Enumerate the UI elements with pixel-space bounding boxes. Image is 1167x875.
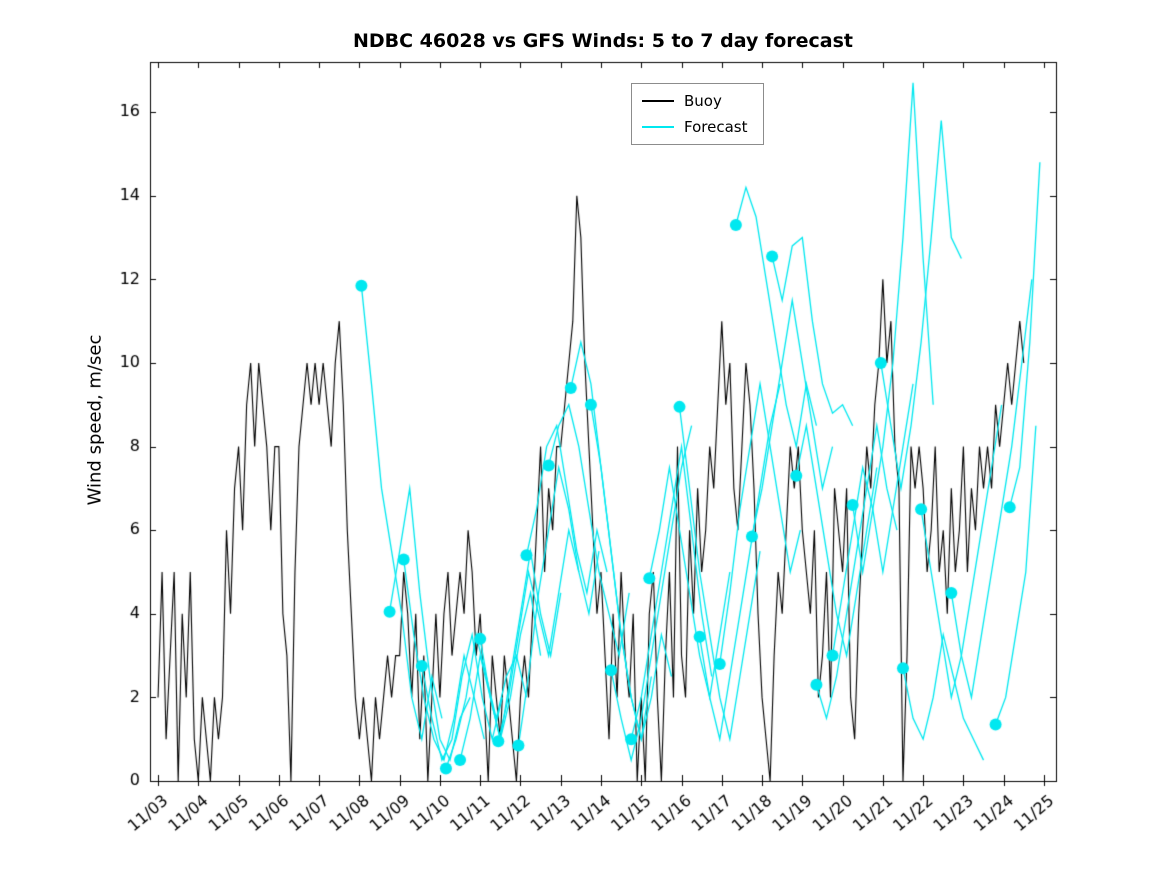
y-axis-label: Wind speed, m/sec (84, 334, 106, 506)
legend-item-buoy: Buoy (642, 91, 747, 111)
forecast-line-swatch (642, 126, 674, 128)
chart-title: NDBC 46028 vs GFS Winds: 5 to 7 day fore… (352, 30, 854, 52)
legend-label-forecast: Forecast (684, 118, 748, 136)
legend: Buoy Forecast (631, 83, 765, 145)
legend-label-buoy: Buoy (684, 92, 722, 110)
buoy-line-swatch (642, 100, 674, 102)
legend-item-forecast: Forecast (642, 117, 747, 137)
